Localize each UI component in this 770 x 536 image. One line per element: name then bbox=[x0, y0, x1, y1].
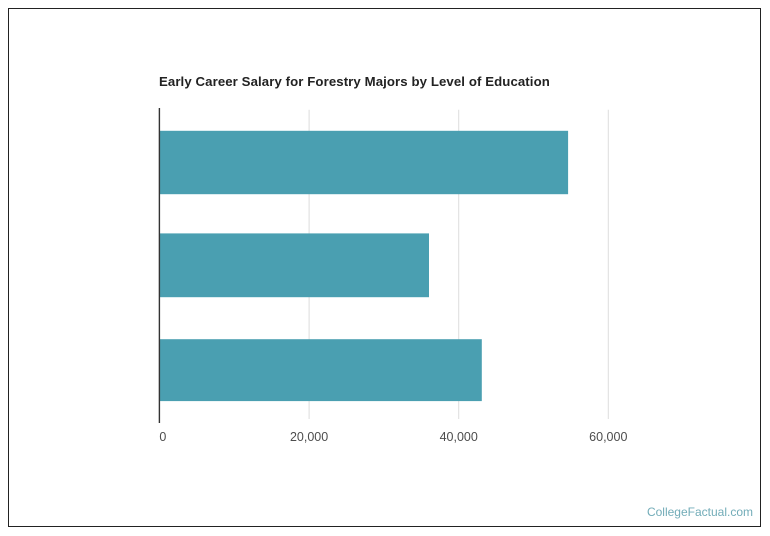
svg-text:60,000: 60,000 bbox=[589, 430, 627, 444]
svg-text:0: 0 bbox=[159, 430, 166, 444]
svg-text:20,000: 20,000 bbox=[290, 430, 328, 444]
svg-text:40,000: 40,000 bbox=[440, 430, 478, 444]
